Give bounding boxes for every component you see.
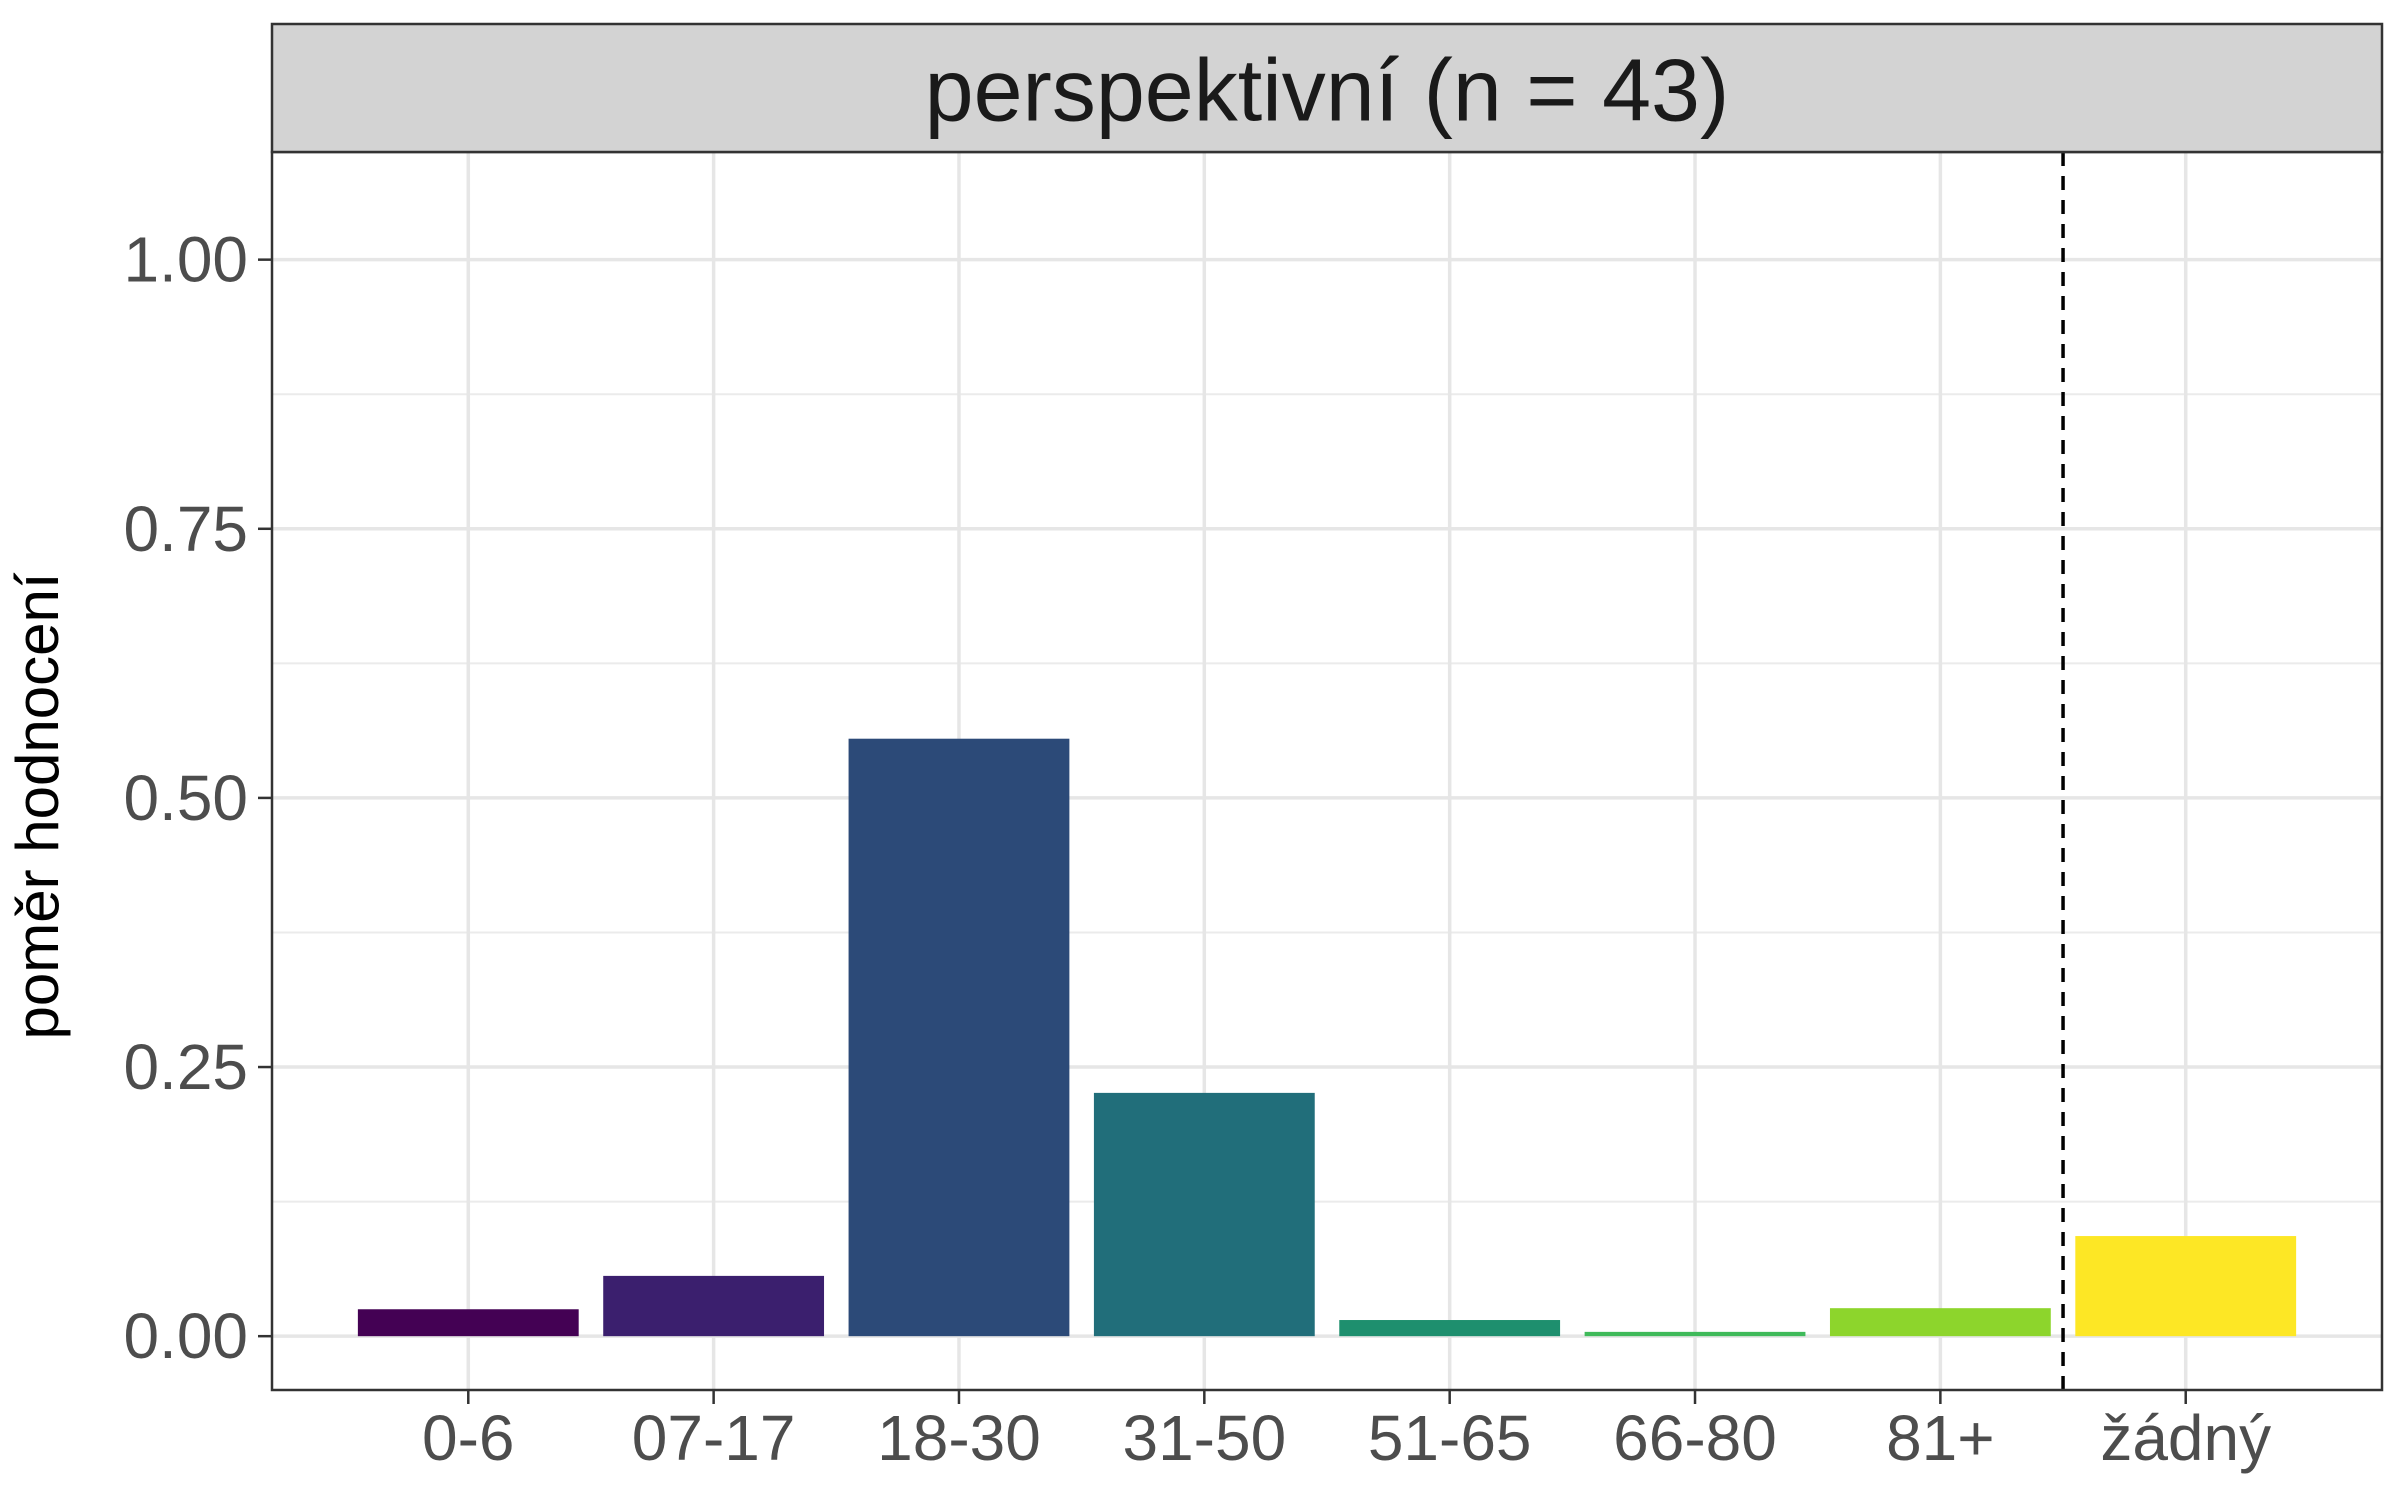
y-axis: 0.00 0.25 0.50 0.75 1.00 (123, 224, 272, 1372)
bar-0-6 (357, 1309, 579, 1337)
bar-zadny (2075, 1236, 2297, 1337)
bar-51-65 (1339, 1320, 1561, 1337)
bar-07-17 (603, 1275, 825, 1337)
x-tick-label-81: 81+ (1886, 1402, 1995, 1474)
y-tick-label: 0.00 (123, 1300, 248, 1372)
x-tick-label-51-65: 51-65 (1368, 1402, 1532, 1474)
x-tick-label-66-80: 66-80 (1613, 1402, 1777, 1474)
x-tick-label-18-30: 18-30 (877, 1402, 1041, 1474)
facet-strip-background (270, 22, 2384, 154)
y-tick-label: 0.75 (123, 493, 248, 565)
y-tick-label: 0.50 (123, 762, 248, 834)
facet-title: perspektivní (n = 43) (925, 41, 1730, 140)
x-tick-label-0-6: 0-6 (422, 1402, 515, 1474)
bar-18-30 (848, 738, 1070, 1337)
x-axis: 0-6 07-17 18-30 31-50 51-65 66-80 81+ žádný (422, 1390, 2271, 1474)
panel-border (270, 150, 2384, 1392)
bar-81 (1829, 1308, 2051, 1337)
y-tick-label: 1.00 (123, 224, 248, 296)
x-tick-label-31-50: 31-50 (1122, 1402, 1286, 1474)
bar-31-50 (1093, 1092, 1315, 1337)
y-axis-title: poměr hodnocení (4, 572, 71, 1039)
x-tick-label-zadny: žádný (2100, 1402, 2271, 1474)
facet-strip: perspektivní (n = 43) (270, 22, 2384, 154)
bars-layer (357, 738, 2297, 1337)
grid-layer (272, 152, 2382, 1390)
x-tick-label-07-17: 07-17 (632, 1402, 796, 1474)
bar-66-80 (1584, 1331, 1806, 1337)
y-tick-label: 0.25 (123, 1031, 248, 1103)
